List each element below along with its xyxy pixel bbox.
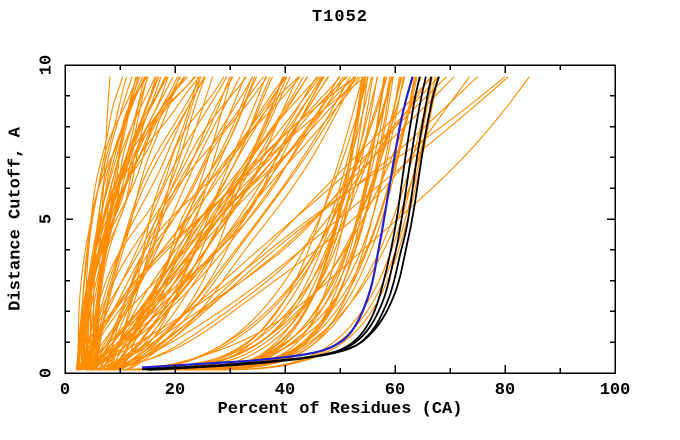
model-curve-orange: [84, 76, 124, 370]
model-curve-orange: [88, 76, 174, 370]
model-curve-orange: [114, 76, 509, 371]
x-tick-label: 20: [165, 381, 185, 400]
model-curve-orange: [112, 76, 284, 371]
model-curve-orange: [112, 76, 357, 371]
model-curve-orange: [110, 76, 206, 371]
model-curve-orange: [100, 76, 258, 371]
model-curve-orange: [82, 76, 253, 371]
model-curve-orange: [77, 76, 346, 371]
model-curve-orange: [93, 76, 299, 371]
model-curve-orange: [88, 76, 286, 371]
model-curve-orange: [81, 76, 356, 371]
model-curve-orange: [89, 76, 146, 370]
model-curve-orange: [106, 76, 323, 371]
model-curve-orange: [90, 76, 137, 370]
model-curve-orange: [109, 76, 319, 371]
model-curve-orange: [102, 76, 447, 371]
model-curve-orange: [92, 76, 133, 370]
y-tick-label: 0: [38, 368, 57, 378]
x-tick-label: 100: [600, 381, 631, 400]
model-curve-orange: [105, 76, 351, 371]
model-curve-orange: [82, 76, 144, 370]
model-curve-orange: [94, 76, 202, 370]
curves-layer: [75, 76, 530, 371]
x-tick-label: 40: [275, 381, 295, 400]
model-curve-orange: [85, 76, 248, 370]
model-curve-orange: [82, 76, 225, 370]
model-curve-orange: [94, 76, 195, 370]
model-curve-orange: [97, 76, 360, 371]
model-curve-orange: [103, 76, 254, 371]
y-tick-label: 10: [38, 55, 57, 75]
x-tick-label: 80: [495, 381, 515, 400]
model-curve-orange: [85, 76, 197, 370]
model-curve-orange: [78, 76, 362, 371]
model-curve-orange: [83, 76, 367, 371]
model-curve-orange: [100, 76, 268, 371]
model-curve-orange: [125, 76, 433, 371]
model-curve-orange: [79, 76, 325, 371]
model-curve-orange: [85, 76, 206, 370]
y-tick-label: 5: [38, 214, 57, 224]
plot-title: T1052: [311, 8, 368, 27]
model-curve-orange: [86, 76, 506, 371]
model-curve-orange: [86, 76, 228, 371]
model-curve-orange: [104, 76, 324, 371]
model-curve-orange: [90, 76, 149, 370]
model-curve-orange: [114, 76, 355, 371]
tick-labels-layer: 0 20 40 60 80 100 0 5 10: [38, 55, 631, 400]
model-curve-orange: [115, 76, 267, 371]
x-axis-label: Percent of Residues (CA): [217, 400, 463, 419]
model-curve-orange: [77, 76, 128, 370]
model-curve-orange: [119, 76, 340, 371]
model-curve-orange: [114, 76, 288, 371]
axes-layer: [64, 64, 616, 374]
x-tick-label: 0: [60, 381, 70, 400]
model-curve-orange: [76, 76, 291, 371]
model-curve-orange: [111, 76, 356, 371]
model-curve-orange: [84, 76, 341, 371]
model-curve-orange: [79, 76, 264, 371]
x-tick-label: 60: [385, 381, 405, 400]
model-curve-orange: [91, 76, 241, 371]
curve-best-model-blue: [141, 76, 414, 369]
curve-model-black-4: [150, 76, 440, 371]
